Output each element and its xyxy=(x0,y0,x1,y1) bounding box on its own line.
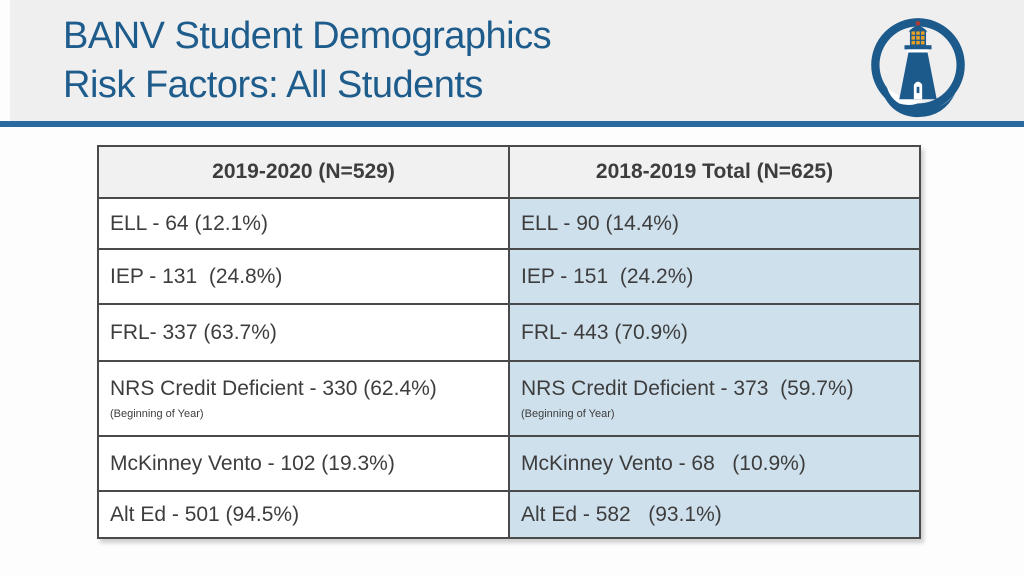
cell-text: McKinney Vento - 102 (19.3%) xyxy=(110,451,395,475)
cell-text: ELL - 64 (12.1%) xyxy=(110,211,268,235)
title-line-2: Risk Factors: All Students xyxy=(63,64,483,106)
risk-factors-table: 2019-2020 (N=529) 2018-2019 Total (N=625… xyxy=(97,145,921,539)
cell-text: NRS Credit Deficient - 330 (62.4%) xyxy=(110,377,437,400)
cell-text: McKinney Vento - 68 (10.9%) xyxy=(521,451,806,475)
cell-mckinney-2018: McKinney Vento - 68 (10.9%) xyxy=(508,435,921,492)
cell-alted-2019: Alt Ed - 501 (94.5%) xyxy=(97,490,510,539)
cell-mckinney-2019: McKinney Vento - 102 (19.3%) xyxy=(97,435,510,492)
page-title: BANV Student Demographics Risk Factors: … xyxy=(63,12,552,110)
title-divider-line xyxy=(0,121,1024,127)
cell-text: Alt Ed - 501 (94.5%) xyxy=(110,502,300,526)
cell-text: IEP - 151 (24.2%) xyxy=(521,264,694,288)
cell-nrs-2019: NRS Credit Deficient - 330 (62.4%) (Begi… xyxy=(97,360,510,437)
cell-footnote: (Beginning of Year) xyxy=(521,408,615,420)
table-row: McKinney Vento - 102 (19.3%) McKinney Ve… xyxy=(97,435,921,492)
cell-footnote: (Beginning of Year) xyxy=(110,408,204,420)
cell-text: Alt Ed - 582 (93.1%) xyxy=(521,502,722,526)
cell-alted-2018: Alt Ed - 582 (93.1%) xyxy=(508,490,921,539)
column-header-2018-2019: 2018-2019 Total (N=625) xyxy=(508,145,921,199)
cell-iep-2019: IEP - 131 (24.8%) xyxy=(97,248,510,305)
table-row: Alt Ed - 501 (94.5%) Alt Ed - 582 (93.1%… xyxy=(97,490,921,539)
title-line-1: BANV Student Demographics xyxy=(63,15,552,57)
table-row: ELL - 64 (12.1%) ELL - 90 (14.4%) xyxy=(97,197,921,250)
cell-frl-2018: FRL- 443 (70.9%) xyxy=(508,303,921,362)
cell-text: NRS Credit Deficient - 373 (59.7%) xyxy=(521,377,854,400)
lighthouse-icon xyxy=(871,18,965,118)
cell-ell-2018: ELL - 90 (14.4%) xyxy=(508,197,921,250)
cell-text: IEP - 131 (24.8%) xyxy=(110,264,283,288)
cell-nrs-2018: NRS Credit Deficient - 373 (59.7%) (Begi… xyxy=(508,360,921,437)
cell-ell-2019: ELL - 64 (12.1%) xyxy=(97,197,510,250)
table-row: FRL- 337 (63.7%) FRL- 443 (70.9%) xyxy=(97,303,921,362)
cell-text: FRL- 337 (63.7%) xyxy=(110,320,277,344)
table-row: NRS Credit Deficient - 330 (62.4%) (Begi… xyxy=(97,360,921,437)
cell-frl-2019: FRL- 337 (63.7%) xyxy=(97,303,510,362)
column-header-2019-2020: 2019-2020 (N=529) xyxy=(97,145,510,199)
table-row: IEP - 131 (24.8%) IEP - 151 (24.2%) xyxy=(97,248,921,305)
cell-iep-2018: IEP - 151 (24.2%) xyxy=(508,248,921,305)
lighthouse-logo xyxy=(866,12,970,120)
cell-text: FRL- 443 (70.9%) xyxy=(521,320,688,344)
cell-text: ELL - 90 (14.4%) xyxy=(521,211,679,235)
title-band xyxy=(10,0,1024,121)
table-header-row: 2019-2020 (N=529) 2018-2019 Total (N=625… xyxy=(97,145,921,199)
